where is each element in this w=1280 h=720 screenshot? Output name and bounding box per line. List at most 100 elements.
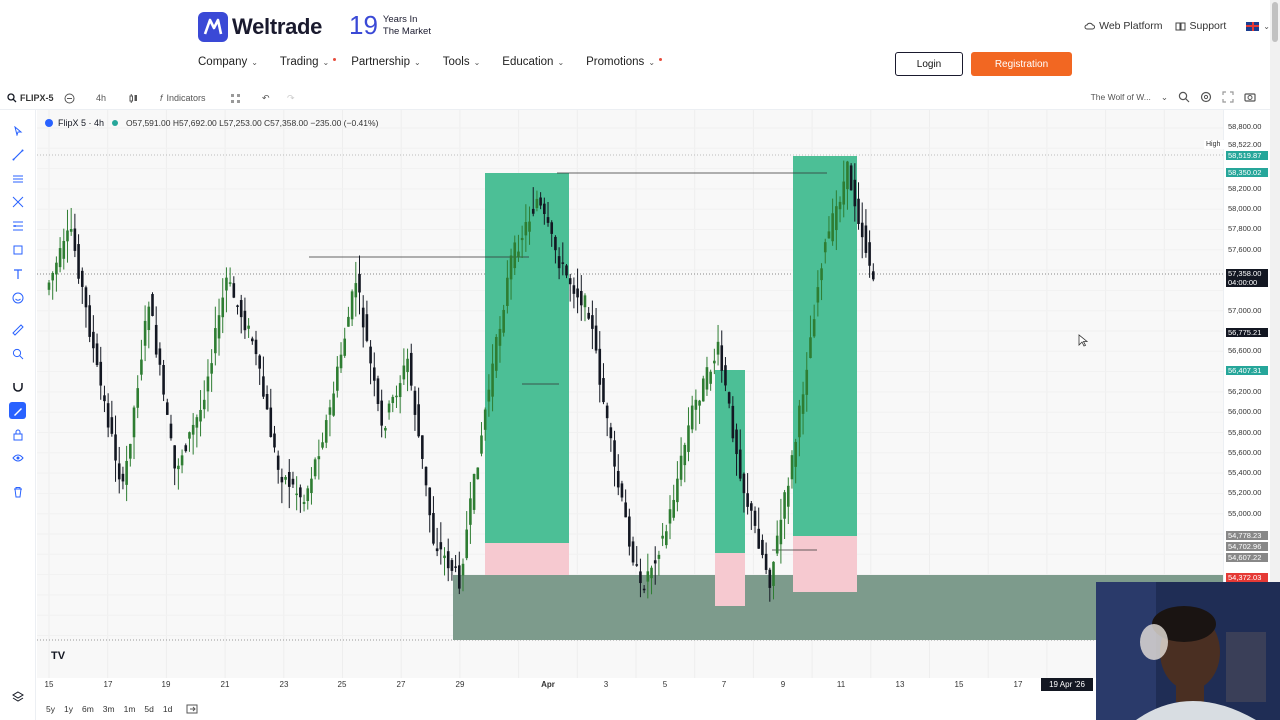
object-tree-icon[interactable] [9,688,26,705]
candle-body [705,367,709,390]
candle-body [232,283,236,298]
nav-trading[interactable]: Trading ⌄ [280,56,337,68]
candle-body [476,467,480,480]
chevron-down-icon[interactable]: ⌄ [1160,91,1168,102]
indicators-button[interactable]: f Indicators [160,93,206,103]
chart-canvas[interactable] [37,110,1223,678]
support-link[interactable]: Support [1175,20,1227,32]
login-button[interactable]: Login [895,52,963,76]
candle-body [450,560,454,571]
text-tool-icon[interactable] [9,265,26,282]
candle-body [642,588,646,591]
chart-pane[interactable]: FlipX 5 · 4h O57,591.00 H57,692.00 L57,2… [37,110,1223,678]
main-nav: Company ⌄ Trading ⌄ Partnership ⌄ Tools ⌄ Ed… [198,56,677,68]
candle-body [58,248,62,268]
nav-company[interactable]: Company ⌄ [198,56,258,68]
interval-button[interactable]: 4h [96,93,107,103]
candle-body [823,242,827,253]
candle-body [631,541,635,563]
settings-icon[interactable] [1200,91,1212,103]
candle-body [361,307,365,328]
range-1y[interactable]: 1y [63,704,73,714]
candle-body [498,328,502,346]
chevron-down-icon: ⌄ [251,57,258,67]
candle-body [661,535,664,539]
fib-tool-icon[interactable] [9,217,26,234]
registration-button[interactable]: Registration [971,52,1072,76]
brand-logo[interactable]: Weltrade [198,12,322,42]
tradingview-logo-icon[interactable]: TV [51,650,66,662]
nav-tools[interactable]: Tools ⌄ [443,56,481,68]
candle-body [191,424,195,435]
candle-body [417,404,420,437]
pitchfork-tool-icon[interactable] [9,193,26,210]
compare-button[interactable] [64,93,75,104]
candle-body [679,455,683,480]
chart-type-button[interactable] [128,93,139,104]
page-scrollbar[interactable] [1270,0,1280,720]
legend-title[interactable]: FlipX 5 · 4h [58,118,105,128]
range-1m[interactable]: 1m [123,704,136,714]
indicators-label: Indicators [166,93,206,103]
header-links: Web Platform Support ⌄ [1084,20,1270,32]
time-label: 11 [836,680,846,689]
quick-search-icon[interactable] [1178,91,1190,103]
web-platform-link[interactable]: Web Platform [1084,20,1163,32]
rectangle-tool-icon[interactable] [9,241,26,258]
candle-body [446,551,450,569]
candle-body [143,320,147,346]
candle-body [154,324,158,355]
horizontal-lines-tool-icon[interactable] [9,170,26,187]
eye-tool-icon[interactable] [9,449,26,466]
zoom-tool-icon[interactable] [9,345,26,362]
candle-body [628,516,631,547]
range-1d[interactable]: 1d [162,704,173,714]
candle-body [243,310,247,331]
price-label: 58,200.00 [1228,184,1262,193]
chevron-down-icon[interactable]: ⌄ [1263,21,1270,31]
layout-name[interactable]: The Wolf of W... [1090,92,1151,102]
nav-partnership[interactable]: Partnership ⌄ [351,56,421,68]
candle-body [798,405,801,438]
candle-body [842,181,846,205]
magnet-tool-icon[interactable] [9,378,26,395]
support-label: Support [1189,20,1227,32]
candle-body [225,277,228,291]
candle-body [439,542,443,550]
nav-promotions[interactable]: Promotions ⌄ [586,56,663,68]
candle-body [380,400,383,426]
ruler-tool-icon[interactable] [9,321,26,338]
lock-tool-icon[interactable] [9,426,26,443]
uk-flag-icon[interactable] [1246,21,1260,31]
redo-button[interactable]: ↷ [287,93,295,104]
candle-body [421,435,424,459]
candle-body [236,305,239,307]
camera-icon[interactable] [1244,91,1256,103]
candle-body [872,271,875,280]
chart-toolbar: FLIPX-5 4h f Indicators ↶ ↷ The Wolf of … [0,88,1270,110]
candle-body [746,493,749,507]
range-3m[interactable]: 3m [102,704,115,714]
nav-education[interactable]: Education ⌄ [502,56,564,68]
draw-mode-tool-icon[interactable] [9,402,26,419]
goto-date-icon[interactable] [186,704,198,714]
range-5d[interactable]: 5d [144,704,154,714]
scrollbar-thumb[interactable] [1272,2,1278,42]
trash-tool-icon[interactable] [9,483,26,500]
emoji-tool-icon[interactable] [9,289,26,306]
symbol-search[interactable]: FLIPX-5 [7,93,54,103]
price-tag-gray: 54,607.22 [1226,553,1268,562]
candle-body [750,503,753,511]
time-label: 25 [337,680,347,689]
trend-line-tool-icon[interactable] [9,146,26,163]
templates-button[interactable] [230,93,241,104]
range-5y[interactable]: 5y [46,704,55,714]
time-axis[interactable]: 15 17 19 21 23 25 27 29 Apr 3 5 7 9 11 1… [37,678,1223,692]
candle-body [262,376,265,397]
fullscreen-icon[interactable] [1222,91,1234,103]
candle-body [757,528,761,549]
chevron-down-icon: ⌄ [648,57,656,67]
cursor-tool-icon[interactable] [9,122,26,139]
range-6m[interactable]: 6m [81,704,94,714]
undo-button[interactable]: ↶ [262,93,270,104]
